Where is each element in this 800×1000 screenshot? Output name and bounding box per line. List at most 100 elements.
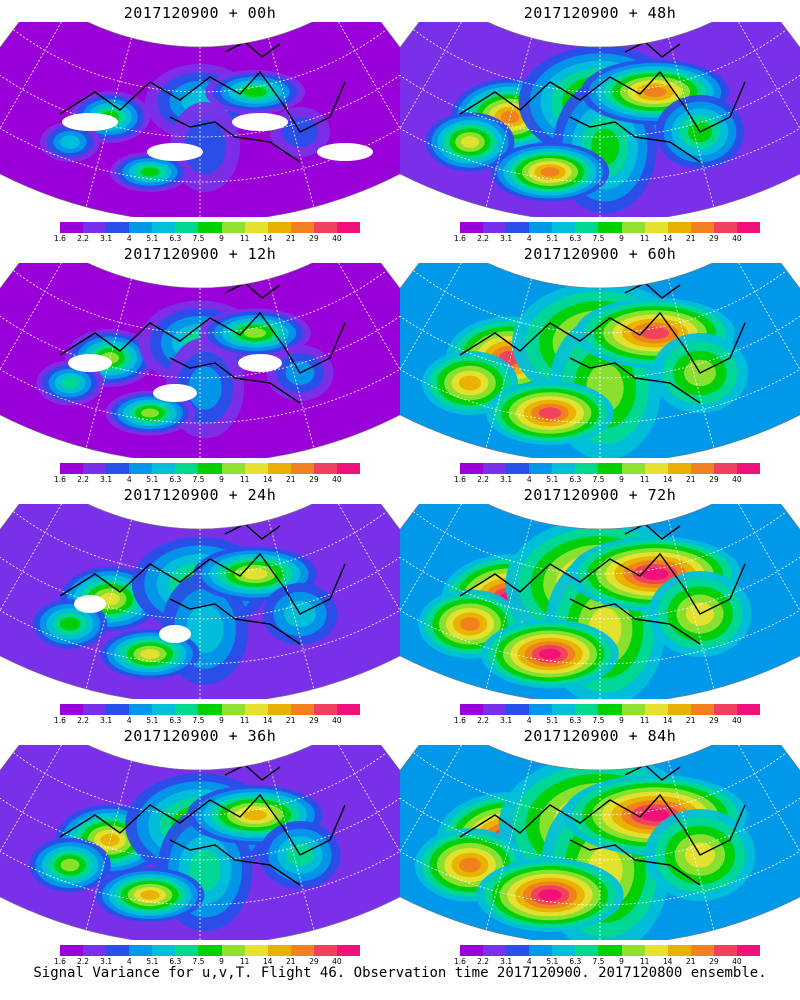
colorbar-tick-label: 7.5 <box>592 475 605 484</box>
colorbar-tick-label: 5.1 <box>146 475 159 484</box>
colorbar-swatch <box>621 945 645 956</box>
signal-variance-map <box>0 504 400 699</box>
colorbar-tick-label: 7.5 <box>192 234 205 243</box>
panel-title: 2017120900 + 12h <box>123 245 277 263</box>
colorbar-swatch <box>129 463 153 474</box>
colorbar-tick-label: 21 <box>685 475 696 484</box>
signal-variance-map <box>400 504 800 699</box>
colorbar-tick-label: 6.3 <box>569 234 582 243</box>
colorbar-swatch <box>690 704 714 715</box>
colorbar-tick-label: 40 <box>732 234 742 243</box>
colorbar <box>460 463 761 474</box>
colorbar-tick-label: 1.6 <box>454 957 466 966</box>
colorbar-tick-label: 6.3 <box>169 957 182 966</box>
colorbar-swatch <box>267 222 291 233</box>
colorbar-swatch <box>313 704 337 715</box>
colorbar-tick-label: 29 <box>309 716 319 725</box>
colorbar-ticks: 1.6 2.2 3.1 4 5.1 6.3 7.5 9 11 14 21 29 40 <box>454 716 760 727</box>
panel-title: 2017120900 + 00h <box>123 4 277 22</box>
colorbar-tick-label: 1.6 <box>454 475 466 484</box>
colorbar-tick-label: 9 <box>619 475 624 484</box>
colorbar-tick-label: 11 <box>239 716 250 725</box>
colorbar-swatch <box>60 945 84 956</box>
panel-title: 2017120900 + 60h <box>523 245 677 263</box>
colorbar-tick-label: 29 <box>309 957 319 966</box>
colorbar-ticks: 1.6 2.2 3.1 4 5.1 6.3 7.5 9 11 14 21 29 40 <box>54 475 360 486</box>
colorbar-swatch <box>713 945 737 956</box>
colorbar-swatch <box>713 463 737 474</box>
colorbar-tick-label: 14 <box>262 957 273 966</box>
colorbar <box>460 222 761 233</box>
colorbar-swatch <box>506 463 530 474</box>
colorbar-swatch <box>198 704 222 715</box>
colorbar-tick-label: 3.1 <box>100 475 113 484</box>
colorbar-tick-label: 9 <box>219 234 224 243</box>
colorbar-swatch <box>690 945 714 956</box>
colorbar-swatch <box>644 222 668 233</box>
colorbar-tick-label: 2.2 <box>477 234 490 243</box>
colorbar-swatch <box>267 463 291 474</box>
colorbar-tick-label: 7.5 <box>192 957 205 966</box>
colorbar-swatch <box>152 704 176 715</box>
colorbar-tick-label: 11 <box>639 716 650 725</box>
colorbar-tick-label: 14 <box>662 716 673 725</box>
colorbar-swatch <box>598 463 622 474</box>
colorbar-swatch <box>529 222 553 233</box>
colorbar-swatch <box>175 945 199 956</box>
colorbar-swatch <box>552 945 576 956</box>
colorbar-tick-label: 9 <box>619 957 624 966</box>
colorbar-tick-label: 11 <box>239 957 250 966</box>
colorbar-tick-label: 21 <box>685 957 696 966</box>
colorbar-tick-label: 9 <box>219 957 224 966</box>
colorbar <box>460 945 761 956</box>
colorbar-tick-label: 14 <box>662 475 673 484</box>
colorbar-tick-label: 2.2 <box>77 475 90 484</box>
colorbar-swatch <box>106 222 130 233</box>
colorbar-tick-label: 14 <box>262 716 273 725</box>
colorbar-tick-label: 3.1 <box>500 475 513 484</box>
panel-title: 2017120900 + 24h <box>123 486 277 504</box>
colorbar-swatch <box>621 222 645 233</box>
colorbar-swatch <box>736 704 761 715</box>
colorbar-tick-label: 2.2 <box>477 716 490 725</box>
colorbar-swatch <box>290 945 314 956</box>
colorbar-tick-label: 9 <box>219 475 224 484</box>
colorbar-tick-label: 29 <box>309 475 319 484</box>
colorbar-tick-label: 5.1 <box>146 716 159 725</box>
colorbar-tick-label: 11 <box>639 475 650 484</box>
colorbar-swatch <box>83 222 107 233</box>
colorbar-swatch <box>483 945 507 956</box>
colorbar-swatch <box>552 463 576 474</box>
colorbar-swatch <box>198 463 222 474</box>
forecast-panel: 2017120900 + 60h 1.6 2.2 3.1 4 5.1 6.3 7.5 9 11 14… <box>400 241 800 486</box>
colorbar-tick-label: 7.5 <box>192 475 205 484</box>
colorbar-swatch <box>575 463 599 474</box>
colorbar-tick-label: 3.1 <box>500 716 513 725</box>
colorbar-swatch <box>244 222 268 233</box>
colorbar-ticks: 1.6 2.2 3.1 4 5.1 6.3 7.5 9 11 14 21 29 40 <box>454 475 760 486</box>
colorbar-swatch <box>221 945 245 956</box>
colorbar-swatch <box>198 945 222 956</box>
colorbar-tick-label: 2.2 <box>477 957 490 966</box>
colorbar-tick-label: 11 <box>639 234 650 243</box>
colorbar-swatch <box>313 463 337 474</box>
colorbar-swatch <box>667 704 691 715</box>
colorbar-tick-label: 4 <box>526 475 532 484</box>
colorbar-tick-label: 3.1 <box>100 716 113 725</box>
colorbar-swatch <box>506 704 530 715</box>
colorbar-tick-label: 14 <box>262 234 273 243</box>
colorbar-swatch <box>129 704 153 715</box>
colorbar-swatch <box>106 463 130 474</box>
colorbar <box>60 704 361 715</box>
colorbar-tick-label: 9 <box>619 234 624 243</box>
colorbar-swatch <box>83 945 107 956</box>
colorbar-swatch <box>598 945 622 956</box>
colorbar-swatch <box>290 704 314 715</box>
colorbar-tick-label: 3.1 <box>500 957 513 966</box>
colorbar-swatch <box>736 222 761 233</box>
colorbar-swatch <box>713 704 737 715</box>
colorbar-tick-label: 6.3 <box>569 716 582 725</box>
colorbar-swatch <box>575 222 599 233</box>
colorbar-tick-label: 6.3 <box>169 475 182 484</box>
forecast-panel: 2017120900 + 84h 1.6 2.2 3.1 4 5.1 6.3 7.5 9 11 14… <box>400 723 800 968</box>
